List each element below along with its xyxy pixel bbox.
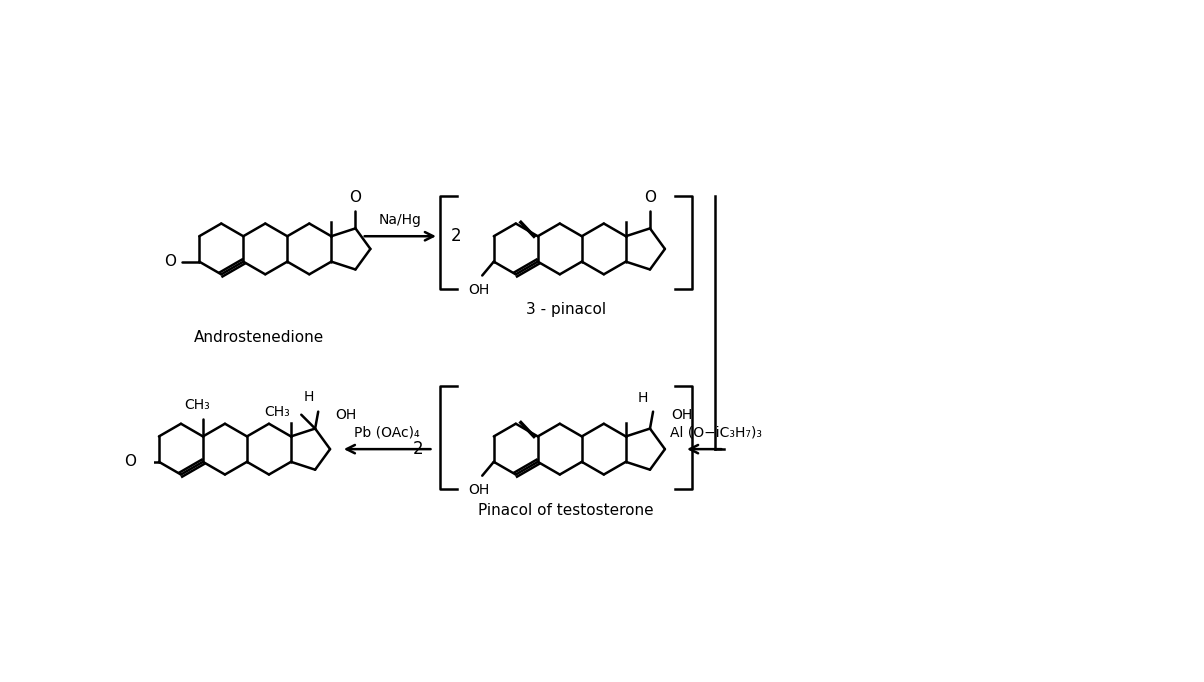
Text: Pinacol of testosterone: Pinacol of testosterone xyxy=(478,503,654,518)
Text: O: O xyxy=(124,454,136,469)
Text: CH₃: CH₃ xyxy=(265,404,290,419)
Text: Pb (OAc)₄: Pb (OAc)₄ xyxy=(354,426,420,440)
Text: O: O xyxy=(349,190,361,205)
Text: H: H xyxy=(638,391,649,406)
Text: Androstenedione: Androstenedione xyxy=(194,330,325,345)
Text: 2: 2 xyxy=(413,440,424,458)
Text: 3 - pinacol: 3 - pinacol xyxy=(526,302,606,317)
Text: Al (O−iC₃H₇)₃: Al (O−iC₃H₇)₃ xyxy=(669,426,762,440)
Text: O: O xyxy=(164,254,176,269)
Text: Na/Hg: Na/Hg xyxy=(379,213,421,227)
Text: OH: OH xyxy=(335,408,356,421)
Text: CH₃: CH₃ xyxy=(184,398,209,412)
Text: H: H xyxy=(303,390,313,404)
Text: OH: OH xyxy=(468,484,490,497)
Text: O: O xyxy=(644,190,656,205)
Text: OH: OH xyxy=(672,408,692,421)
Text: 2: 2 xyxy=(450,227,461,246)
Text: OH: OH xyxy=(468,283,490,297)
